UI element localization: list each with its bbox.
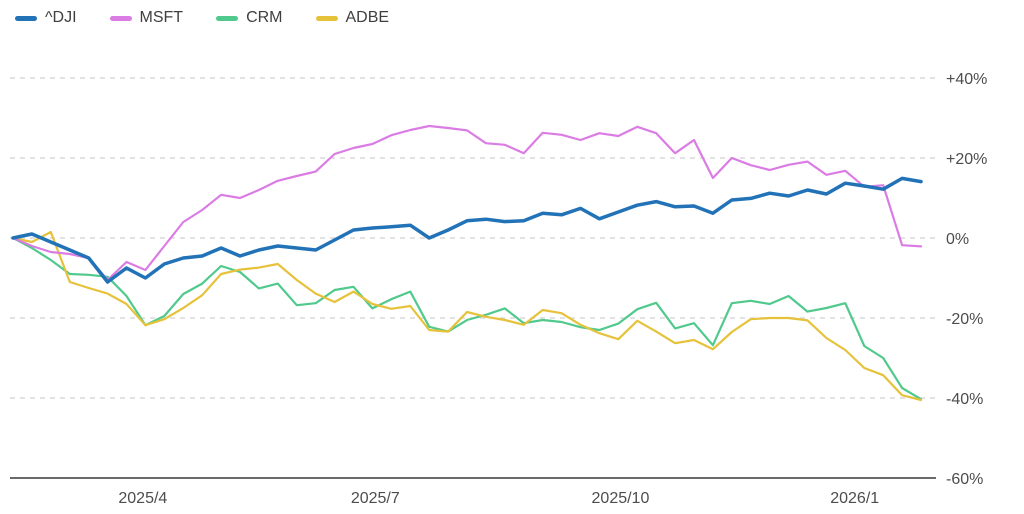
x-axis-tick-label: 2025/10 xyxy=(592,490,650,507)
chart-legend: ^DJI MSFT CRM ADBE xyxy=(15,10,422,26)
x-axis-tick-label: 2026/1 xyxy=(830,490,879,507)
series-line-^DJI xyxy=(11,176,923,284)
legend-item-CRM[interactable]: CRM xyxy=(216,9,283,26)
legend-label: ADBE xyxy=(345,9,390,26)
y-axis-tick-label: -40% xyxy=(946,391,983,408)
legend-swatch-ADBE xyxy=(315,15,338,21)
y-axis-tick-label: 0% xyxy=(946,231,969,248)
legend-swatch-MSFT xyxy=(109,15,132,21)
legend-label: CRM xyxy=(246,9,283,26)
series-line-ADBE xyxy=(11,230,923,402)
x-axis-tick-label: 2025/4 xyxy=(118,490,167,507)
legend-item-ADBE[interactable]: ADBE xyxy=(315,9,390,26)
legend-item-^DJI[interactable]: ^DJI xyxy=(15,10,77,26)
y-axis-tick-label: -60% xyxy=(946,471,983,488)
legend-swatch-^DJI xyxy=(15,15,37,21)
series-line-MSFT xyxy=(11,124,923,282)
series-line-CRM xyxy=(11,236,923,401)
x-axis-tick-label: 2025/7 xyxy=(351,490,400,507)
legend-swatch-CRM xyxy=(216,15,239,21)
legend-label: ^DJI xyxy=(45,9,77,26)
y-axis-tick-label: -20% xyxy=(946,311,983,328)
y-axis-tick-label: +40% xyxy=(946,71,987,88)
y-axis-tick-label: +20% xyxy=(946,151,987,168)
legend-item-MSFT[interactable]: MSFT xyxy=(109,9,184,26)
legend-label: MSFT xyxy=(139,9,184,26)
